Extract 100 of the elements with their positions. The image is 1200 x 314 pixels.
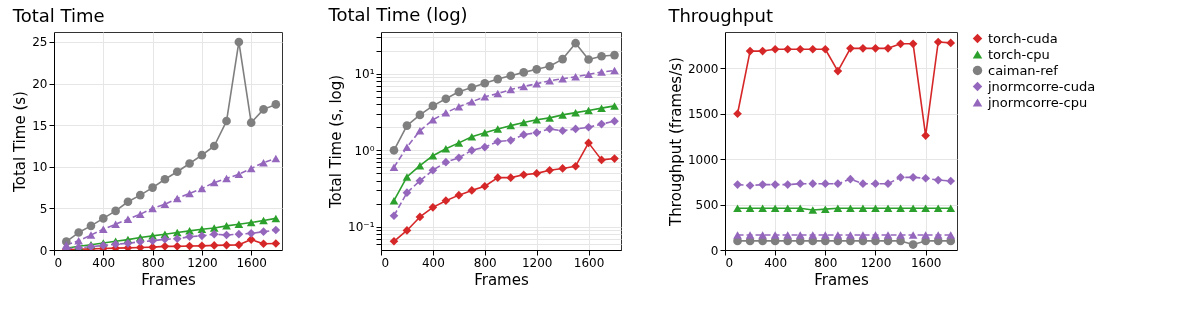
- point: [921, 231, 930, 239]
- point: [389, 163, 399, 172]
- point: [209, 241, 219, 250]
- point: [415, 176, 425, 186]
- point: [222, 240, 231, 250]
- chart-title: Total Time: [11, 5, 105, 26]
- point: [584, 138, 593, 148]
- point: [185, 159, 194, 168]
- point: [389, 196, 399, 205]
- point: [571, 73, 580, 81]
- point: [933, 204, 943, 212]
- point: [172, 228, 182, 237]
- point: [783, 180, 793, 189]
- point: [808, 179, 818, 189]
- point: [858, 44, 868, 53]
- y-tick-label: 10¹: [354, 67, 375, 82]
- point: [846, 204, 855, 212]
- point: [197, 150, 207, 160]
- point: [467, 98, 477, 106]
- point: [584, 122, 593, 132]
- x-tick-label: 1600: [236, 255, 267, 270]
- point: [519, 118, 529, 127]
- point: [933, 231, 943, 239]
- point: [795, 44, 805, 54]
- point: [493, 173, 503, 182]
- point: [545, 165, 554, 175]
- point: [883, 44, 893, 53]
- point: [833, 179, 843, 189]
- point: [597, 51, 606, 61]
- point: [135, 210, 145, 218]
- point: [921, 173, 930, 183]
- point: [148, 204, 157, 213]
- point: [259, 158, 268, 167]
- y-tick-label: 0: [710, 243, 719, 258]
- point: [259, 239, 268, 249]
- point: [733, 204, 742, 212]
- point: [402, 173, 412, 181]
- x-tick-label: 400: [764, 255, 788, 270]
- point: [610, 116, 619, 126]
- point: [908, 240, 918, 249]
- y-tick-label: 15: [32, 118, 48, 133]
- point: [389, 236, 399, 246]
- point: [584, 55, 593, 64]
- point: [402, 143, 412, 151]
- point: [933, 37, 943, 47]
- point: [197, 231, 207, 241]
- point: [271, 100, 281, 109]
- point: [946, 176, 956, 186]
- point: [846, 231, 855, 239]
- x-tick-label: 400: [92, 255, 116, 270]
- x-tick-label: 1200: [860, 255, 892, 270]
- legend-label: caiman-ref: [988, 62, 1059, 78]
- point: [160, 234, 170, 244]
- point: [858, 231, 868, 239]
- point: [770, 204, 780, 212]
- point: [758, 46, 767, 56]
- point: [584, 106, 593, 115]
- point: [135, 237, 145, 247]
- x-tick-label: 0: [725, 255, 734, 270]
- point: [532, 65, 542, 74]
- point: [111, 220, 120, 228]
- point: [123, 215, 133, 223]
- point: [197, 225, 207, 233]
- point: [454, 190, 464, 200]
- point: [123, 197, 133, 207]
- x-tick-label: 1600: [573, 255, 605, 270]
- point: [532, 79, 542, 88]
- point: [234, 220, 244, 228]
- point: [234, 37, 244, 47]
- point: [908, 231, 918, 239]
- point: [758, 180, 767, 189]
- x-tick-label: 1200: [187, 255, 218, 270]
- point: [545, 124, 554, 134]
- point: [467, 186, 477, 195]
- point: [506, 85, 516, 94]
- point: [506, 135, 516, 145]
- point: [808, 231, 818, 239]
- point: [506, 173, 516, 182]
- point: [883, 179, 893, 189]
- point: [172, 234, 182, 244]
- point: [86, 221, 96, 231]
- y-axis-title: Total Time (s): [11, 91, 30, 193]
- point: [783, 231, 793, 239]
- point: [946, 38, 956, 48]
- point: [558, 164, 567, 173]
- point: [519, 130, 529, 139]
- point: [758, 231, 767, 239]
- point: [123, 239, 133, 248]
- point: [209, 141, 219, 151]
- point: [571, 161, 580, 171]
- x-tick-label: 800: [141, 255, 165, 270]
- point: [222, 222, 231, 230]
- point: [610, 66, 619, 75]
- y-tick-label: 500: [695, 198, 719, 213]
- point: [441, 157, 451, 167]
- point: [98, 214, 108, 223]
- point: [148, 236, 157, 246]
- point: [770, 180, 780, 189]
- legend-label: jnormcorre-cuda: [987, 78, 1096, 94]
- point: [209, 229, 219, 239]
